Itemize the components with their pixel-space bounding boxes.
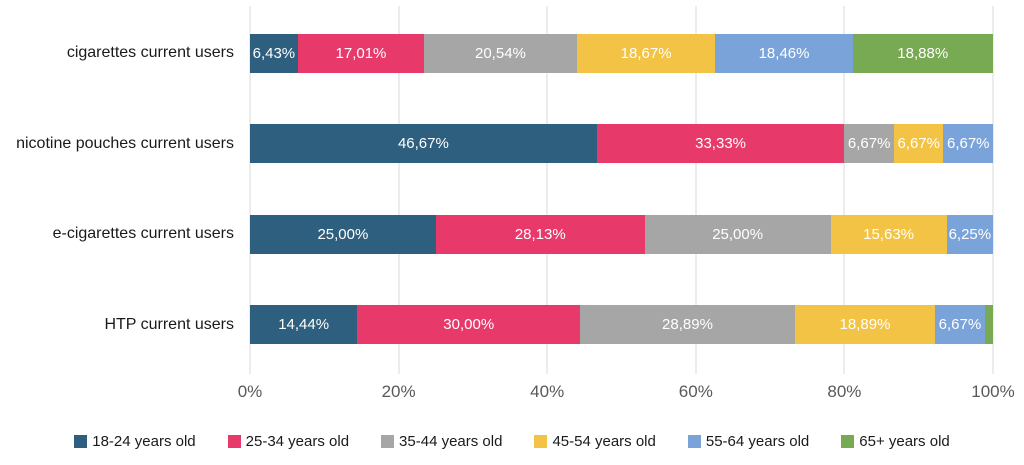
x-axis: 0% 20% 40% 60% 80% 100% (238, 382, 1015, 406)
gridline (695, 6, 697, 374)
bar-segment-label: 25,00% (712, 225, 764, 243)
bar-segment[interactable]: 28,13% (435, 214, 645, 254)
bar-segment-label: 6,67% (946, 135, 990, 153)
x-axis-tick-label: 60% (678, 382, 713, 401)
bar-segment[interactable]: 6,67% (844, 124, 894, 164)
legend-swatch-icon (74, 435, 88, 448)
bar-row: 25,00% 28,13% 25,00% 15,63% 6,25% (250, 189, 994, 280)
bar-segment[interactable]: 17,01% (297, 33, 425, 73)
bar-segment-label: 30,00% (443, 316, 495, 334)
legend-swatch-icon (534, 435, 548, 448)
bar-segment-label: 6,67% (897, 135, 940, 153)
bar-segment-label: 28,13% (514, 225, 566, 243)
legend-label: 55-64 years old (705, 433, 810, 450)
bar-segment[interactable]: 18,67% (576, 33, 716, 73)
legend-swatch-icon (381, 435, 395, 448)
bar-segment-label: 18,67% (620, 44, 672, 62)
legend-item[interactable]: 25-34 years old (227, 433, 350, 450)
legend-item[interactable]: 55-64 years old (687, 433, 810, 450)
bar-segment-label: 6,67% (847, 135, 891, 153)
bar-row: 14,44% 30,00% 28,89% 18,89% 6,67% (250, 280, 993, 371)
bar-segment-label: 28,89% (662, 316, 713, 334)
bar-segment[interactable]: 46,67% (250, 124, 597, 164)
legend-item[interactable]: 35-44 years old (381, 433, 502, 450)
x-axis-tick-label: 100% (971, 382, 1015, 401)
category-label: e-cigarettes current users (52, 225, 234, 243)
gridline (249, 6, 251, 374)
x-axis-tick-label: 40% (530, 382, 565, 401)
bar-segment[interactable]: 6,67% (893, 124, 944, 164)
bar-segment[interactable]: 25,00% (250, 214, 436, 254)
legend-label: 65+ years old (859, 433, 950, 450)
bar-segment-label: 46,67% (397, 135, 449, 153)
bar-row: 6,43% 17,01% 20,54% 18,67% 18,46% 18,88% (250, 8, 993, 99)
category-label: nicotine pouches current users (16, 134, 234, 152)
bar-segment[interactable]: 18,89% (794, 305, 936, 345)
bar-segment[interactable]: 6,67% (935, 305, 985, 345)
legend-label: 18-24 years old (92, 433, 196, 450)
bar-segment-label: 14,44% (278, 316, 330, 334)
bar-segment-label: 15,63% (863, 225, 914, 243)
gridline (546, 6, 548, 374)
legend-item[interactable]: 45-54 years old (534, 433, 656, 450)
category-labels: cigarettes current users nicotine pouches… (0, 8, 240, 370)
bar-segment-label: 18,89% (839, 316, 891, 334)
x-axis-tick-label: 80% (827, 382, 862, 401)
legend-item[interactable]: 18-24 years old (74, 433, 196, 450)
bar-segment-label: 17,01% (335, 44, 387, 62)
bar-segment[interactable]: 18,46% (715, 33, 853, 73)
bar-segment[interactable]: 28,89% (580, 305, 795, 345)
bar-segment[interactable]: 6,25% (946, 214, 994, 254)
legend-label: 45-54 years old (552, 433, 656, 450)
bar-segment[interactable]: 6,43% (250, 33, 298, 73)
x-axis-tick-label: 20% (381, 382, 416, 401)
legend: 18-24 years old 25-34 years old 35-44 year… (0, 433, 1024, 450)
legend-item[interactable]: 65+ years old (841, 433, 950, 450)
bar-segment-label: 25,00% (317, 225, 369, 243)
legend-swatch-icon (227, 435, 241, 448)
gridline (992, 6, 994, 374)
bar-segment[interactable]: 20,54% (424, 33, 577, 73)
legend-swatch-icon (687, 435, 701, 448)
category-label: HTP current users (104, 315, 234, 333)
bar-segment-label: 18,88% (897, 44, 949, 62)
bar-segment[interactable]: 6,67% (943, 124, 994, 164)
bar-segment[interactable]: 30,00% (357, 305, 581, 345)
bar-segment[interactable]: 18,88% (852, 33, 993, 73)
bar-segment-label: 20,54% (475, 44, 526, 62)
bar-segment-label: 6,25% (948, 225, 992, 243)
bar-segment-label: 33,33% (695, 135, 746, 153)
legend-label: 25-34 years old (245, 433, 350, 450)
bar-segment[interactable]: 33,33% (596, 124, 845, 164)
bars-layer: 6,43% 17,01% 20,54% 18,67% 18,46% 18,88% 46,67… (250, 8, 994, 371)
bar-segment[interactable]: 25,00% (644, 214, 831, 254)
category-label: cigarettes current users (66, 44, 234, 62)
bar-segment-label: 6,43% (252, 44, 296, 62)
legend-swatch-icon (841, 435, 855, 448)
bar-row: 46,67% 33,33% 6,67% 6,67% 6,67% (250, 99, 994, 190)
x-axis-tick-label: 0% (237, 382, 263, 401)
gridline (398, 6, 400, 374)
legend-label: 35-44 years old (399, 433, 503, 450)
bar-segment[interactable] (984, 305, 993, 345)
bar-segment[interactable]: 15,63% (830, 214, 947, 254)
gridline (843, 6, 845, 374)
bar-segment-label: 18,46% (758, 44, 810, 62)
bar-segment[interactable]: 14,44% (250, 305, 358, 345)
gridlines-layer (249, 6, 994, 374)
bar-segment-label: 6,67% (938, 316, 982, 334)
